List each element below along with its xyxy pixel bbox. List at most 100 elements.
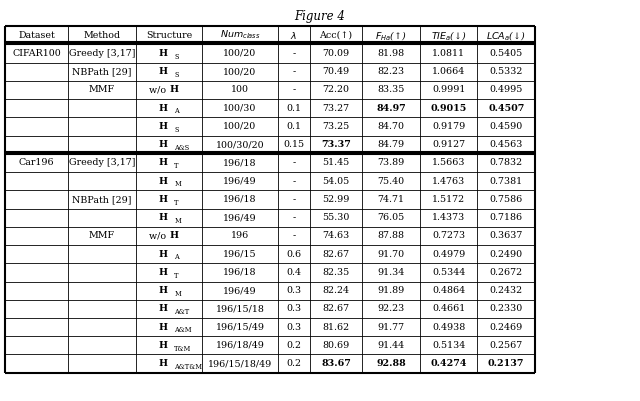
Text: H: H	[158, 323, 168, 332]
Text: 82.35: 82.35	[323, 268, 349, 277]
Text: 75.40: 75.40	[378, 177, 404, 186]
Text: 0.3: 0.3	[286, 323, 301, 332]
Text: 0.5134: 0.5134	[432, 341, 465, 350]
Text: 1.0664: 1.0664	[432, 67, 465, 76]
Text: A&T&M: A&T&M	[174, 363, 202, 371]
Text: H: H	[158, 177, 168, 186]
Text: 52.99: 52.99	[323, 195, 349, 204]
Text: $\mathit{TIE_a}$(↓): $\mathit{TIE_a}$(↓)	[431, 29, 467, 42]
Text: T: T	[174, 198, 179, 207]
Text: 0.7381: 0.7381	[490, 177, 523, 186]
Text: Figure 4: Figure 4	[294, 10, 346, 23]
Text: 74.63: 74.63	[323, 231, 349, 240]
Text: 196/49: 196/49	[223, 213, 257, 222]
Text: 1.5663: 1.5663	[432, 158, 465, 167]
Text: 0.15: 0.15	[283, 140, 305, 149]
Text: 76.05: 76.05	[378, 213, 404, 222]
Text: 0.4274: 0.4274	[430, 359, 467, 368]
Text: 0.5344: 0.5344	[432, 268, 465, 277]
Text: H: H	[158, 341, 168, 350]
Text: MMF: MMF	[89, 85, 115, 94]
Text: 0.3: 0.3	[286, 304, 301, 313]
Text: 196/18: 196/18	[223, 158, 257, 167]
Text: 1.5172: 1.5172	[432, 195, 465, 204]
Text: 83.35: 83.35	[378, 85, 404, 94]
Text: M: M	[174, 217, 181, 225]
Text: 82.24: 82.24	[323, 286, 349, 295]
Text: 0.4590: 0.4590	[490, 122, 523, 131]
Text: 81.98: 81.98	[378, 49, 404, 58]
Text: 92.88: 92.88	[376, 359, 406, 368]
Text: 0.2: 0.2	[286, 341, 301, 350]
Text: 100/20: 100/20	[223, 122, 257, 131]
Text: 196/15/18/49: 196/15/18/49	[208, 359, 272, 368]
Text: H: H	[158, 140, 168, 149]
Text: Greedy [3,17]: Greedy [3,17]	[69, 49, 135, 58]
Text: 87.88: 87.88	[378, 231, 404, 240]
Text: 0.4864: 0.4864	[432, 286, 465, 295]
Text: 54.05: 54.05	[323, 177, 349, 186]
Text: Car196: Car196	[19, 158, 54, 167]
Text: 100/20: 100/20	[223, 49, 257, 58]
Text: H: H	[158, 359, 168, 368]
Text: 1.4373: 1.4373	[432, 213, 465, 222]
Text: MMF: MMF	[89, 231, 115, 240]
Text: 91.77: 91.77	[378, 323, 404, 332]
Text: H: H	[158, 67, 168, 76]
Text: A&T: A&T	[174, 308, 189, 316]
Text: 0.4507: 0.4507	[488, 104, 524, 113]
Text: A: A	[174, 253, 179, 261]
Text: 0.4563: 0.4563	[490, 140, 523, 149]
Text: 0.9127: 0.9127	[432, 140, 465, 149]
Text: 84.97: 84.97	[376, 104, 406, 113]
Text: Greedy [3,17]: Greedy [3,17]	[69, 158, 135, 167]
Text: 83.67: 83.67	[321, 359, 351, 368]
Text: -: -	[292, 231, 296, 240]
Text: 0.2137: 0.2137	[488, 359, 525, 368]
Text: 55.30: 55.30	[323, 213, 349, 222]
Text: 0.7832: 0.7832	[490, 158, 523, 167]
Text: 51.45: 51.45	[323, 158, 349, 167]
Text: 0.6: 0.6	[286, 250, 301, 259]
Text: Method: Method	[83, 31, 121, 40]
Text: 70.49: 70.49	[323, 67, 349, 76]
Text: H: H	[158, 250, 168, 259]
Text: S: S	[174, 71, 179, 79]
Text: $\mathit{LCA_a}$(↓): $\mathit{LCA_a}$(↓)	[486, 29, 526, 42]
Text: 0.4979: 0.4979	[432, 250, 465, 259]
Text: 0.1: 0.1	[286, 122, 301, 131]
Text: 74.71: 74.71	[378, 195, 404, 204]
Text: H: H	[158, 213, 168, 222]
Text: -: -	[292, 195, 296, 204]
Text: 0.7186: 0.7186	[490, 213, 523, 222]
Text: 84.70: 84.70	[378, 122, 404, 131]
Text: H: H	[158, 122, 168, 131]
Text: 0.7586: 0.7586	[490, 195, 523, 204]
Text: 0.7273: 0.7273	[432, 231, 465, 240]
Text: T: T	[174, 162, 179, 170]
Text: -: -	[292, 213, 296, 222]
Text: 0.9179: 0.9179	[432, 122, 465, 131]
Text: 0.3: 0.3	[286, 286, 301, 295]
Text: 73.25: 73.25	[323, 122, 349, 131]
Text: 81.62: 81.62	[323, 323, 349, 332]
Text: 100/30/20: 100/30/20	[216, 140, 264, 149]
Text: 0.9015: 0.9015	[431, 104, 467, 113]
Text: 0.2469: 0.2469	[490, 323, 523, 332]
Text: Dataset: Dataset	[18, 31, 55, 40]
Text: 0.4: 0.4	[286, 268, 301, 277]
Text: $\mathit{F_{Ha}}$(↑): $\mathit{F_{Ha}}$(↑)	[375, 29, 407, 42]
Text: H: H	[169, 231, 179, 240]
Text: 100/20: 100/20	[223, 67, 257, 76]
Text: 196: 196	[231, 231, 249, 240]
Text: 196/49: 196/49	[223, 286, 257, 295]
Text: 0.2567: 0.2567	[490, 341, 523, 350]
Text: -: -	[292, 85, 296, 94]
Text: -: -	[292, 177, 296, 186]
Text: H: H	[158, 104, 168, 113]
Text: 92.23: 92.23	[378, 304, 404, 313]
Text: w/o: w/o	[149, 231, 169, 240]
Text: 0.2330: 0.2330	[490, 304, 523, 313]
Text: 91.44: 91.44	[378, 341, 404, 350]
Text: -: -	[292, 49, 296, 58]
